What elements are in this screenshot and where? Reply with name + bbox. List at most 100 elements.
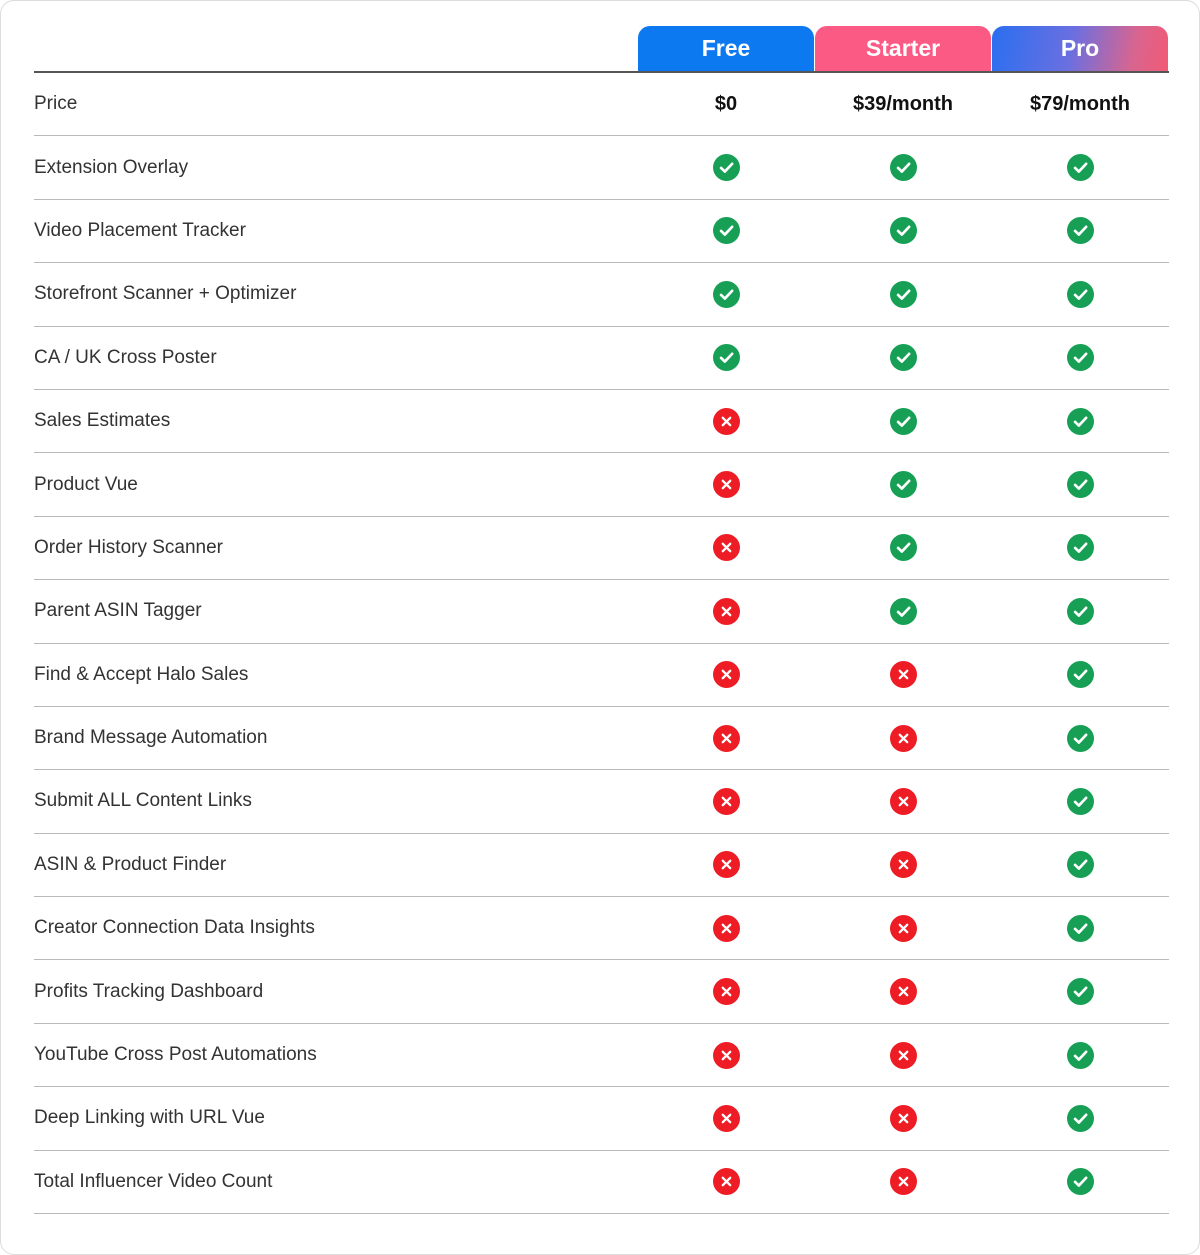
x-circle-icon — [889, 1041, 917, 1069]
feature-cell-free — [638, 707, 814, 769]
x-circle-icon — [889, 1104, 917, 1132]
feature-cell-starter — [815, 263, 991, 325]
feature-cell-pro — [992, 390, 1168, 452]
feature-cell-free — [638, 897, 814, 959]
check-circle-icon — [1066, 851, 1094, 879]
check-circle-icon — [712, 217, 740, 245]
feature-cell-starter — [815, 453, 991, 515]
feature-cell-pro — [992, 1024, 1168, 1086]
x-circle-icon — [712, 471, 740, 499]
x-circle-icon — [712, 851, 740, 879]
feature-cell-starter — [815, 1151, 991, 1213]
x-circle-icon — [712, 661, 740, 689]
plan-header-row: Free Starter Pro — [34, 26, 1169, 73]
feature-cell-pro — [992, 263, 1168, 325]
feature-label: Extension Overlay — [34, 156, 189, 178]
feature-label: Storefront Scanner + Optimizer — [34, 283, 297, 305]
x-circle-icon — [712, 1168, 740, 1196]
check-circle-icon — [889, 534, 917, 562]
feature-cell-starter — [815, 1087, 991, 1149]
x-circle-icon — [712, 1104, 740, 1132]
feature-row: Submit ALL Content Links — [34, 770, 1169, 834]
feature-label: Profits Tracking Dashboard — [34, 980, 264, 1002]
feature-cell-pro — [992, 897, 1168, 959]
check-circle-icon — [1066, 1041, 1094, 1069]
feature-label: CA / UK Cross Poster — [34, 346, 217, 368]
feature-cell-pro — [992, 453, 1168, 515]
feature-label: Deep Linking with URL Vue — [34, 1107, 265, 1129]
x-circle-icon — [889, 914, 917, 942]
x-circle-icon — [712, 914, 740, 942]
feature-row: Order History Scanner — [34, 517, 1169, 581]
feature-cell-free — [638, 517, 814, 579]
feature-row: Storefront Scanner + Optimizer — [34, 263, 1169, 327]
feature-cell-free — [638, 327, 814, 389]
feature-label: ASIN & Product Finder — [34, 853, 227, 875]
check-circle-icon — [889, 344, 917, 372]
plan-tab-pro[interactable]: Pro — [992, 26, 1168, 71]
x-circle-icon — [712, 787, 740, 815]
feature-cell-free — [638, 1087, 814, 1149]
feature-label: Video Placement Tracker — [34, 219, 246, 241]
x-circle-icon — [712, 978, 740, 1006]
x-circle-icon — [889, 851, 917, 879]
feature-cell-free — [638, 770, 814, 832]
check-circle-icon — [1066, 724, 1094, 752]
price-row: Price $0 $39/month $79/month — [34, 73, 1169, 137]
feature-cell-pro — [992, 834, 1168, 896]
check-circle-icon — [889, 280, 917, 308]
check-circle-icon — [1066, 597, 1094, 625]
feature-row: Creator Connection Data Insights — [34, 897, 1169, 961]
plan-tab-starter[interactable]: Starter — [815, 26, 991, 71]
feature-cell-free — [638, 200, 814, 262]
feature-label: YouTube Cross Post Automations — [34, 1044, 317, 1066]
feature-cell-starter — [815, 390, 991, 452]
x-circle-icon — [889, 1168, 917, 1196]
check-circle-icon — [1066, 280, 1094, 308]
feature-cell-pro — [992, 1087, 1168, 1149]
feature-cell-free — [638, 136, 814, 198]
check-circle-icon — [1066, 344, 1094, 372]
check-circle-icon — [1066, 407, 1094, 435]
feature-cell-starter — [815, 580, 991, 642]
feature-cell-starter — [815, 644, 991, 706]
feature-row: Total Influencer Video Count — [34, 1151, 1169, 1215]
feature-cell-pro — [992, 327, 1168, 389]
pricing-table: Free Starter Pro Price $0 $39/month $79/… — [34, 26, 1169, 1215]
feature-row: Brand Message Automation — [34, 707, 1169, 771]
feature-cell-starter — [815, 1024, 991, 1086]
feature-row: Find & Accept Halo Sales — [34, 644, 1169, 707]
feature-label: Sales Estimates — [34, 410, 171, 432]
check-circle-icon — [1066, 1168, 1094, 1196]
x-circle-icon — [712, 534, 740, 562]
feature-cell-free — [638, 580, 814, 642]
price-free: $0 — [714, 92, 738, 115]
feature-row: Sales Estimates — [34, 390, 1169, 454]
feature-row: Video Placement Tracker — [34, 200, 1169, 264]
x-circle-icon — [889, 724, 917, 752]
feature-row: Parent ASIN Tagger — [34, 580, 1169, 644]
check-circle-icon — [1066, 661, 1094, 689]
x-circle-icon — [889, 787, 917, 815]
feature-cell-free — [638, 960, 814, 1022]
check-circle-icon — [712, 344, 740, 372]
feature-cell-free — [638, 453, 814, 515]
feature-label: Submit ALL Content Links — [34, 790, 252, 812]
check-circle-icon — [889, 217, 917, 245]
feature-cell-pro — [992, 580, 1168, 642]
feature-cell-free — [638, 834, 814, 896]
check-circle-icon — [889, 407, 917, 435]
feature-cell-pro — [992, 200, 1168, 262]
feature-cell-pro — [992, 770, 1168, 832]
check-circle-icon — [889, 597, 917, 625]
feature-rows: Extension Overlay Video Placement Tracker… — [34, 136, 1169, 1215]
feature-row: Profits Tracking Dashboard — [34, 960, 1169, 1024]
feature-label: Find & Accept Halo Sales — [34, 663, 249, 685]
plan-tab-free[interactable]: Free — [638, 26, 814, 71]
feature-cell-free — [638, 390, 814, 452]
feature-cell-pro — [992, 644, 1168, 706]
price-cell-pro: $79/month — [992, 73, 1168, 135]
check-circle-icon — [889, 471, 917, 499]
feature-cell-pro — [992, 517, 1168, 579]
